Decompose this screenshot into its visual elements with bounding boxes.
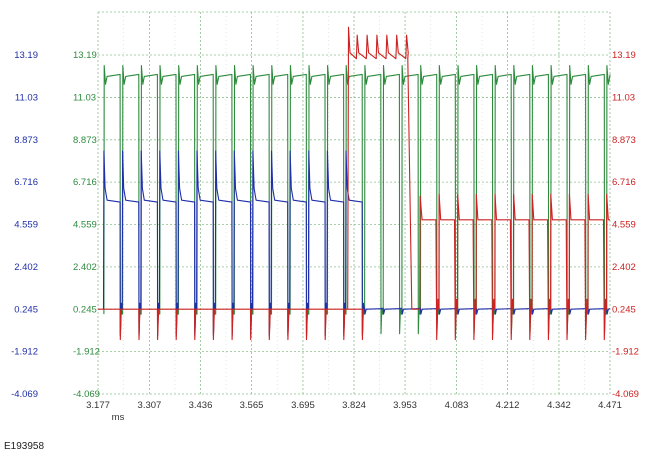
y-tick-label-left-outer: -1.912 [11,347,38,358]
x-tick-label: 4.212 [496,400,520,411]
y-tick-label-left-outer: 6.716 [14,177,38,188]
series-green-line [103,65,611,335]
y-tick-label-right: 11.03 [612,92,635,103]
x-tick-label: 4.083 [445,400,469,411]
x-tick-label: 4.342 [547,400,571,411]
y-tick-label-left-outer: 0.245 [14,304,38,315]
y-tick-label-left-outer: 4.559 [14,220,38,231]
y-tick-label-left-inner: 11.03 [73,92,96,103]
x-axis: 3.177 3.307 3.436 3.565 3.695 3.824 3.953 4.083… [86,400,622,411]
y-tick-label-right: 0.245 [612,304,636,315]
y-tick-label-left-outer: 8.873 [14,135,38,146]
y-tick-label-left-inner: 6.716 [73,177,97,188]
y-axis-left-inner: 13.19 11.03 8.873 6.716 4.559 2.402 0.245 -1.91… [73,50,100,400]
x-tick-label: 3.307 [138,400,162,411]
x-tick-label: 3.824 [342,400,366,411]
x-tick-label: 3.436 [189,400,213,411]
y-tick-label-left-inner: 2.402 [73,262,97,273]
x-axis-label: ms [112,412,125,423]
y-tick-label-left-inner: 8.873 [73,135,97,146]
y-tick-label-left-outer: 2.402 [14,262,38,273]
series-blue-line [102,150,611,337]
y-tick-label-left-inner: 0.245 [73,304,97,315]
series-red-line [98,26,610,341]
x-tick-label: 3.177 [86,400,110,411]
y-tick-label-right: 13.19 [612,50,636,61]
x-tick-label: 3.953 [393,400,417,411]
x-tick-label: 3.695 [291,400,315,411]
y-tick-label-left-inner: 4.559 [73,220,97,231]
y-tick-label-right: 6.716 [612,177,636,188]
y-tick-label-right: -1.912 [612,347,639,358]
y-tick-label-left-outer: 13.19 [14,50,38,61]
y-tick-label-right: 8.873 [612,135,636,146]
y-tick-label-left-outer: 11.03 [15,92,38,103]
y-tick-label-right: 4.559 [612,220,636,231]
x-tick-label: 3.565 [240,400,264,411]
y-axis-right: 13.19 11.03 8.873 6.716 4.559 2.402 0.245 -1.91… [612,50,639,400]
y-tick-label-right: -4.069 [612,389,639,400]
x-tick-label: 4.471 [598,400,622,411]
figure-caption: E193958 [4,441,45,452]
y-tick-label-left-inner: -1.912 [73,347,100,358]
series-layer [98,26,611,341]
y-tick-label-left-inner: 13.19 [73,50,97,61]
y-tick-label-left-inner: -4.069 [73,389,100,400]
y-axis-left-outer: 13.19 11.03 8.873 6.716 4.559 2.402 0.245 -1.91… [11,50,38,400]
y-tick-label-right: 2.402 [612,262,636,273]
y-tick-label-left-outer: -4.069 [11,389,38,400]
